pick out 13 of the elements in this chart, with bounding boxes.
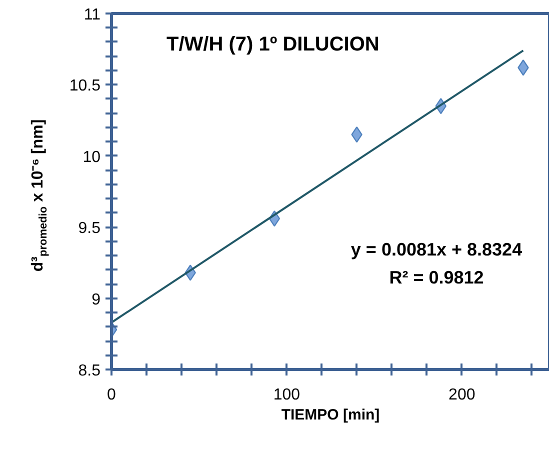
annotation: y = 0.0081x + 8.8324 bbox=[350, 240, 522, 260]
text: T/W/H (7) 1º DILUCION bbox=[166, 34, 380, 56]
y-tick-label: 10.5 bbox=[69, 78, 101, 95]
y-tick-label: 10 bbox=[82, 148, 101, 166]
y-tick-label: 9.5 bbox=[78, 220, 101, 238]
x-tick-label: 100 bbox=[273, 386, 300, 404]
x-tick-label: 200 bbox=[448, 386, 476, 404]
annotation: R² = 0.9812 bbox=[389, 268, 484, 288]
y-tick-label: 8.5 bbox=[78, 362, 101, 380]
y-tick-label: 9 bbox=[92, 291, 101, 308]
y-tick-label: 11 bbox=[84, 6, 101, 24]
x-tick-label: 0 bbox=[107, 386, 116, 404]
x-axis-title: TIEMPO [min] bbox=[281, 406, 380, 424]
